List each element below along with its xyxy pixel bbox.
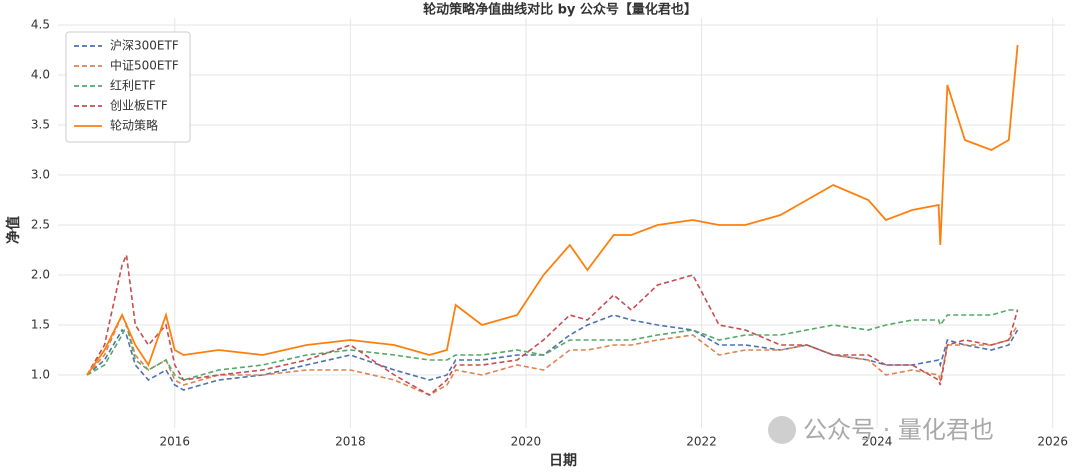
legend: 沪深300ETF 中证500ETF 红利ETF 创业板ETF 轮动策略 (65, 31, 191, 143)
y-tick-label: 4.5 (31, 18, 50, 32)
legend-label: 中证500ETF (110, 58, 179, 73)
series-line (86, 252, 1019, 396)
x-tick-label: 2018 (335, 435, 366, 449)
y-tick-label: 2.5 (31, 218, 50, 232)
x-tick-label: 2016 (159, 435, 190, 449)
x-tick-label: 2024 (862, 435, 893, 449)
series-line (86, 314, 1019, 391)
y-tick-label: 1.5 (31, 318, 50, 332)
y-tick-label: 1.0 (31, 368, 50, 382)
series-line (86, 309, 1018, 381)
y-tick-label: 3.5 (31, 118, 50, 132)
y-tick-label: 3.0 (31, 168, 50, 182)
x-axis-label: 日期 (549, 453, 577, 469)
y-tick-label: 2.0 (31, 268, 50, 282)
watermark-text: 公众号 · 量化君也 (803, 416, 994, 444)
series-line (86, 44, 1019, 376)
legend-label: 创业板ETF (110, 99, 168, 113)
watermark-icon (768, 416, 796, 444)
watermark: 公众号 · 量化君也 (768, 416, 994, 444)
legend-label: 沪深300ETF (110, 39, 179, 53)
y-axis-label: 净值 (5, 216, 22, 244)
x-tick-label: 2020 (511, 435, 542, 449)
legend-label: 红利ETF (110, 78, 156, 93)
legend-box (65, 31, 191, 143)
x-tick-label: 2022 (686, 435, 717, 449)
chart-title: 轮动策略净值曲线对比 by 公众号【量化君也】 (423, 2, 697, 18)
legend-label: 轮动策略 (110, 118, 158, 133)
x-tick-label: 2026 (1037, 435, 1068, 449)
y-tick-label: 4.0 (31, 68, 50, 82)
